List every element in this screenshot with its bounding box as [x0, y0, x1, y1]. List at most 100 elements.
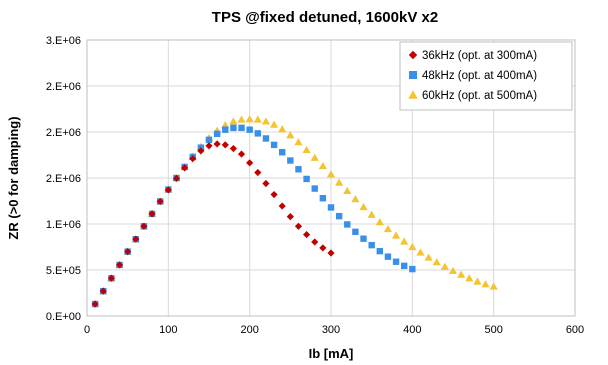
- data-point: [302, 145, 311, 154]
- data-point: [416, 248, 425, 256]
- data-point: [205, 142, 213, 150]
- data-point: [424, 253, 433, 261]
- data-point: [489, 282, 498, 290]
- data-point: [254, 168, 262, 177]
- y-tick-label: 3.E+06: [46, 35, 81, 47]
- data-point: [279, 149, 286, 156]
- y-axis-label: ZR (>0 for damping): [6, 116, 21, 239]
- data-point: [343, 186, 352, 194]
- data-point: [91, 300, 99, 308]
- data-point: [473, 277, 482, 285]
- data-point: [253, 115, 262, 123]
- data-point: [230, 124, 237, 132]
- data-point: [294, 222, 303, 230]
- data-point: [384, 253, 392, 260]
- data-point: [221, 121, 230, 129]
- data-point: [172, 174, 181, 183]
- legend-entry: 60kHz (opt. at 500mA): [422, 90, 537, 102]
- legend-marker: [409, 71, 417, 79]
- data-point: [213, 130, 221, 138]
- data-point: [392, 258, 400, 265]
- data-point: [326, 170, 336, 178]
- data-point: [99, 287, 107, 295]
- data-point: [303, 230, 311, 239]
- y-tick-label: 1.E+06: [46, 219, 81, 231]
- data-point: [367, 210, 376, 218]
- x-tick-label: 200: [240, 324, 258, 336]
- legend-box: [399, 41, 573, 111]
- data-point: [376, 247, 383, 255]
- x-tick-label: 100: [159, 324, 177, 336]
- data-point: [222, 126, 229, 133]
- data-point: [319, 195, 327, 202]
- data-point: [238, 124, 245, 132]
- data-point: [368, 241, 375, 249]
- data-point: [237, 150, 246, 158]
- data-point: [311, 185, 318, 192]
- data-point: [375, 218, 384, 226]
- data-point: [246, 159, 254, 167]
- legend-entry: 48kHz (opt. at 400mA): [422, 70, 537, 82]
- data-point: [351, 195, 360, 203]
- data-point: [335, 178, 344, 186]
- data-point: [295, 166, 302, 173]
- x-axis-ticks: 0 100 200 300 400 500 600: [84, 324, 584, 336]
- data-point: [327, 204, 335, 211]
- data-point: [229, 117, 238, 125]
- data-point: [213, 140, 221, 148]
- data-point: [401, 262, 408, 270]
- series-diamond: [91, 140, 335, 308]
- data-point: [311, 238, 319, 246]
- data-point: [140, 222, 148, 230]
- data-point: [197, 147, 205, 155]
- data-point: [229, 144, 237, 153]
- data-point: [261, 117, 271, 125]
- chart-title: TPS @fixed detuned, 1600kV x2: [212, 9, 438, 26]
- data-point: [132, 235, 140, 243]
- data-point: [270, 190, 278, 199]
- y-tick-label: 5.E+05: [46, 265, 81, 277]
- data-point: [286, 131, 295, 139]
- data-point: [408, 242, 417, 251]
- data-point: [359, 202, 368, 211]
- data-point: [262, 179, 270, 188]
- plot-area: [86, 39, 576, 317]
- data-point: [481, 280, 490, 288]
- data-point: [286, 213, 294, 221]
- legend-entry: 36kHz (opt. at 300mA): [422, 50, 537, 62]
- data-point: [360, 235, 367, 242]
- data-point: [107, 274, 115, 282]
- data-point: [287, 157, 294, 164]
- data-point: [465, 274, 474, 282]
- data-point: [270, 141, 278, 149]
- series-square: [91, 124, 416, 308]
- data-point: [156, 197, 164, 206]
- data-point: [409, 265, 416, 273]
- data-point: [115, 261, 124, 269]
- data-point: [181, 164, 189, 172]
- data-point: [344, 221, 351, 228]
- legend-marker: [408, 90, 418, 99]
- data-point: [148, 210, 156, 218]
- y-tick-label: 0.E+00: [46, 311, 81, 323]
- data-point: [189, 155, 197, 163]
- data-point: [448, 266, 458, 275]
- data-point: [294, 138, 303, 146]
- data-point: [303, 175, 310, 183]
- data-point: [383, 224, 393, 233]
- x-tick-label: 0: [84, 324, 90, 336]
- x-tick-label: 500: [484, 324, 502, 336]
- data-point: [352, 228, 359, 236]
- data-point: [164, 186, 172, 194]
- x-axis-label: Ib [mA]: [309, 346, 354, 361]
- data-point: [237, 115, 246, 123]
- data-point: [318, 161, 327, 170]
- data-point: [269, 120, 279, 128]
- data-point: [400, 237, 409, 245]
- data-point: [262, 135, 270, 142]
- data-point: [254, 130, 261, 137]
- data-point: [278, 125, 287, 133]
- x-tick-label: 600: [566, 324, 584, 336]
- data-series: [91, 115, 498, 308]
